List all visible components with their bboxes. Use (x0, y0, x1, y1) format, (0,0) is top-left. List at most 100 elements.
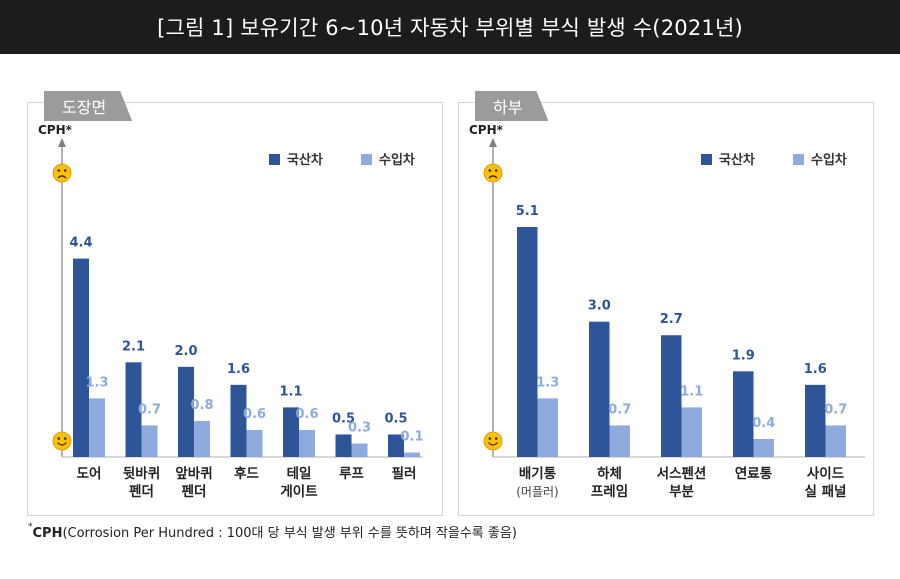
smile-face-icon-eye-right (63, 437, 67, 440)
panel-underbody: 하부 CPH* 국산차 수입차 5.1 1.3 배기통 (머플러) 3.0 0.7 하체 프레임 2.… (458, 102, 874, 516)
data-label-imported-0: 1.3 (85, 375, 108, 390)
category-label-2-1: 펜더 (182, 484, 207, 500)
footnote-star: * (28, 522, 33, 532)
smile-face-icon-eye-left (488, 437, 492, 440)
category-label-1-1: 프레임 (591, 484, 628, 500)
category-label-5-0: 루프 (339, 466, 364, 482)
data-label-imported-2: 0.8 (190, 398, 213, 413)
sad-face-icon-mouth (57, 175, 67, 179)
category-label-2-0: 앞바퀴 (175, 465, 212, 482)
footnote-text: (Corrosion Per Hundred : 100대 당 부식 발생 부위… (62, 526, 517, 541)
bar-domestic-4 (805, 384, 826, 457)
page-title: [그림 1] 보유기간 6~10년 자동차 부위별 부식 발생 수(2021년) (0, 0, 900, 54)
data-label-imported-0: 1.3 (536, 375, 559, 390)
category-label-1-0: 하체 (597, 465, 622, 482)
sad-face-icon-eye-left (488, 169, 492, 172)
smile-face-icon-mouth (488, 442, 498, 446)
panel-tab-underbody: 하부 (475, 91, 548, 121)
legend-label-domestic: 국산차 (719, 152, 755, 168)
bar-domestic-1 (589, 321, 610, 457)
data-label-domestic-4: 1.1 (279, 384, 302, 399)
legend-label-imported: 수입차 (811, 152, 847, 168)
sad-face-icon-eye-right (494, 169, 498, 172)
y-axis-label: CPH* (38, 123, 73, 137)
bar-domestic-0 (73, 258, 89, 457)
category-label-1-0: 뒷바퀴 (123, 465, 160, 482)
bar-domestic-3 (733, 371, 754, 457)
bar-imported-0 (89, 398, 105, 457)
bar-domestic-2 (178, 366, 194, 457)
bar-imported-2 (681, 407, 702, 457)
sad-face-icon (483, 163, 503, 183)
data-label-domestic-2: 2.0 (174, 344, 197, 359)
bar-imported-1 (609, 425, 630, 457)
legend: 국산차 수입차 (269, 152, 415, 168)
footnote: *CPH(Corrosion Per Hundred : 100대 당 부식 발… (28, 522, 517, 541)
bar-domestic-4 (283, 407, 299, 457)
bar-domestic-1 (125, 362, 142, 457)
data-label-imported-5: 0.3 (348, 420, 371, 435)
bar-imported-0 (537, 398, 558, 457)
bar-imported-4 (299, 429, 315, 457)
smile-face-icon-eye-left (57, 437, 61, 440)
smile-face-icon-circle (52, 431, 72, 451)
sad-face-icon-mouth (488, 175, 498, 179)
bar-imported-2 (194, 420, 210, 457)
data-label-domestic-0: 4.4 (69, 236, 92, 251)
legend-label-domestic: 국산차 (287, 152, 323, 168)
data-label-imported-1: 0.7 (608, 402, 631, 417)
category-label-2-0: 서스펜션 (657, 465, 707, 482)
bar-imported-3 (753, 438, 774, 457)
bar-domestic-5 (335, 434, 352, 457)
data-label-imported-4: 0.6 (295, 407, 318, 422)
bar-imported-6 (404, 452, 420, 457)
legend-swatch-imported (361, 154, 372, 165)
panel-tab-paint-surface: 도장면 (44, 91, 132, 121)
data-label-domestic-2: 2.7 (660, 312, 683, 327)
category-label-1-1: 펜더 (129, 484, 154, 500)
sad-face-icon-eye-right (63, 169, 67, 172)
data-label-imported-3: 0.6 (243, 407, 266, 422)
data-label-domestic-1: 2.1 (122, 339, 145, 354)
data-label-domestic-6: 0.5 (384, 411, 407, 426)
category-label-6-0: 필러 (392, 465, 417, 482)
smile-face-icon-mouth (57, 442, 67, 446)
bar-imported-5 (351, 443, 368, 457)
footnote-term: CPH (32, 526, 63, 541)
data-label-imported-1: 0.7 (138, 402, 161, 417)
data-label-domestic-4: 1.6 (804, 362, 827, 377)
category-label-0-1: (머플러) (516, 485, 558, 499)
category-label-4-0: 테일 (287, 466, 312, 482)
bar-imported-1 (141, 425, 158, 457)
category-label-3-0: 후드 (234, 466, 259, 482)
data-label-imported-4: 0.7 (824, 402, 847, 417)
data-label-imported-2: 1.1 (680, 384, 703, 399)
y-axis-label: CPH* (469, 123, 504, 137)
bar-imported-3 (246, 429, 263, 457)
smile-face-icon (52, 431, 72, 451)
legend-swatch-domestic (701, 154, 712, 165)
data-label-domestic-3: 1.6 (227, 362, 250, 377)
category-label-3-0: 연료통 (735, 466, 772, 482)
y-axis-arrow (489, 138, 497, 147)
sad-face-icon-circle (483, 163, 503, 183)
category-label-4-1: 게이트 (280, 483, 318, 500)
data-label-domestic-0: 5.1 (516, 204, 539, 219)
bar-domestic-2 (661, 335, 682, 457)
data-label-domestic-1: 3.0 (588, 299, 611, 314)
smile-face-icon (483, 431, 503, 451)
sad-face-icon-circle (52, 163, 72, 183)
sad-face-icon-eye-left (57, 169, 61, 172)
data-label-imported-3: 0.4 (752, 416, 775, 431)
bar-imported-4 (825, 425, 846, 457)
panel-paint-surface: 도장면 CPH* 국산차 수입차 4.4 1.3 도어 2.1 0.7 뒷바퀴 펜더 2.0 0.8 앞… (27, 102, 443, 516)
bar-domestic-3 (230, 384, 247, 457)
data-label-domestic-5: 0.5 (332, 411, 355, 426)
legend: 국산차 수입차 (701, 152, 847, 168)
legend-label-imported: 수입차 (379, 152, 415, 168)
legend-swatch-imported (793, 154, 804, 165)
category-label-4-1: 실 패널 (805, 484, 847, 500)
bar-domestic-0 (517, 227, 538, 457)
smile-face-icon-circle (483, 431, 503, 451)
